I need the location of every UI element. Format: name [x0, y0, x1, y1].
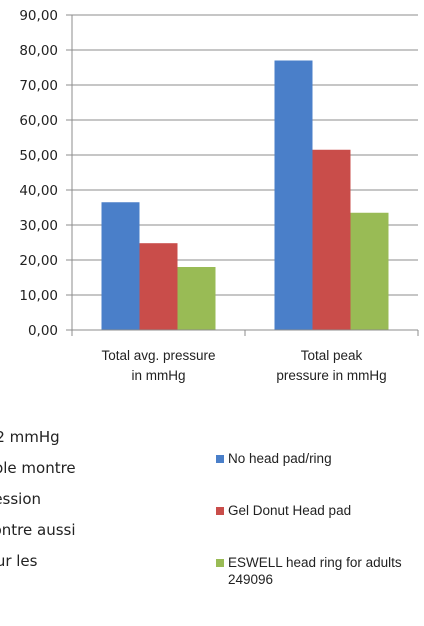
bar [101, 202, 140, 330]
paragraph-line: temple montre [0, 459, 76, 477]
bar [350, 212, 389, 330]
legend-label: Gel Donut Head pad [228, 503, 352, 518]
y-tick-label: 30,00 [19, 218, 58, 234]
cropped-paragraph: es 32 mmHg temple montre a pression e mo… [0, 422, 212, 608]
y-tick-label: 80,00 [19, 43, 58, 59]
legend-swatch [216, 507, 224, 515]
axes [71, 15, 419, 336]
bar-chart: 0,00 10,00 20,00 30,00 40,00 50,00 60,00 70,00 8… [19, 8, 419, 383]
x-category-label: in mmHg [131, 368, 185, 383]
y-tick-label: 50,00 [19, 148, 58, 164]
bars [101, 60, 389, 330]
y-tick-label: 20,00 [19, 253, 58, 269]
bar [139, 243, 178, 330]
legend-entry-no-pad: No head pad/ring [216, 450, 424, 467]
y-axis-ticks: 0,00 10,00 20,00 30,00 40,00 50,00 60,00 70,00 8… [19, 8, 72, 339]
x-category-label: pressure in mmHg [276, 368, 386, 383]
y-tick-label: 60,00 [19, 113, 58, 129]
x-category-label: Total avg. pressure [101, 348, 215, 363]
bar [177, 267, 216, 330]
paragraph-line: L pour les [0, 552, 38, 570]
legend-swatch [216, 455, 224, 463]
chart-legend: No head pad/ring Gel Donut Head pad ESWE… [216, 450, 424, 623]
legend-entry-eswell: ESWELL head ring for adults 249096 [216, 554, 424, 588]
y-tick-label: 70,00 [19, 78, 58, 94]
y-tick-label: 40,00 [19, 183, 58, 199]
bar [312, 149, 351, 330]
legend-label: ESWELL head ring for adults 249096 [228, 555, 402, 587]
paragraph-line: a pression [0, 490, 42, 508]
y-tick-label: 90,00 [19, 8, 58, 24]
bar [274, 60, 313, 330]
x-category-label: Total peak [301, 348, 363, 363]
legend-label: No head pad/ring [228, 451, 332, 466]
y-tick-label: 0,00 [28, 323, 58, 339]
paragraph-line: e montre aussi [0, 521, 76, 539]
legend-swatch [216, 559, 224, 567]
y-tick-label: 10,00 [19, 288, 58, 304]
x-axis-categories: Total avg. pressure in mmHg Total peak pres… [101, 348, 386, 383]
legend-entry-gel-donut: Gel Donut Head pad [216, 502, 424, 519]
paragraph-line: es 32 mmHg [0, 428, 60, 446]
paragraph-line: . [0, 577, 212, 608]
